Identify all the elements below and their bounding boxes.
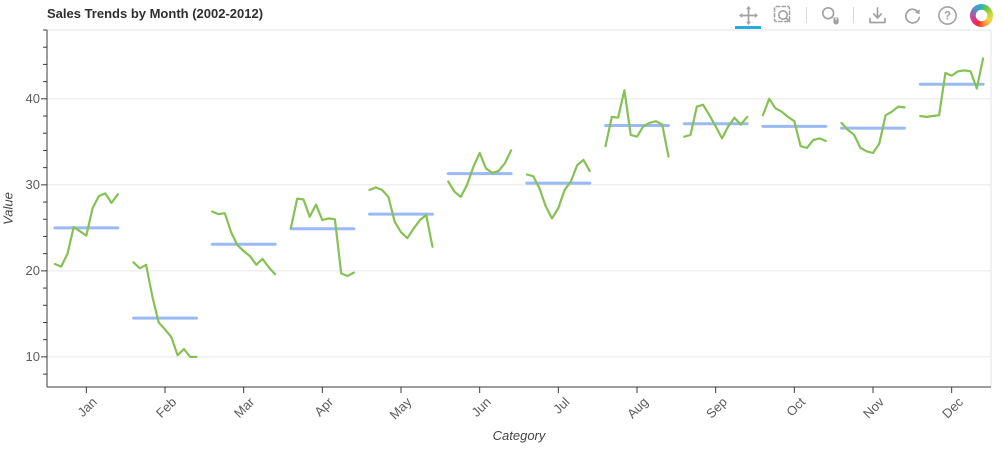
toolbar-separator bbox=[853, 7, 854, 23]
pan-icon bbox=[738, 5, 758, 25]
box-zoom-icon bbox=[773, 5, 790, 22]
save-tool-button[interactable] bbox=[865, 3, 889, 27]
pan-tool-button[interactable] bbox=[735, 3, 761, 29]
chart-title: Sales Trends by Month (2002-2012) bbox=[47, 6, 264, 21]
active-tool-underline bbox=[735, 26, 761, 29]
reset-tool-button[interactable] bbox=[900, 3, 924, 27]
toolbar-separator bbox=[806, 7, 807, 23]
help-icon: ? bbox=[937, 5, 957, 25]
box-zoom-tool-button[interactable] bbox=[771, 3, 795, 27]
svg-text:?: ? bbox=[943, 10, 950, 22]
wheel-zoom-icon bbox=[821, 6, 840, 25]
bokeh-logo-icon bbox=[970, 3, 993, 27]
reset-icon bbox=[904, 7, 920, 24]
bokeh-logo-link[interactable] bbox=[970, 3, 993, 27]
save-icon bbox=[868, 6, 886, 23]
wheel-zoom-tool-button[interactable] bbox=[818, 3, 842, 27]
toolbar: ? bbox=[735, 2, 993, 29]
help-tool-button[interactable]: ? bbox=[935, 3, 959, 27]
